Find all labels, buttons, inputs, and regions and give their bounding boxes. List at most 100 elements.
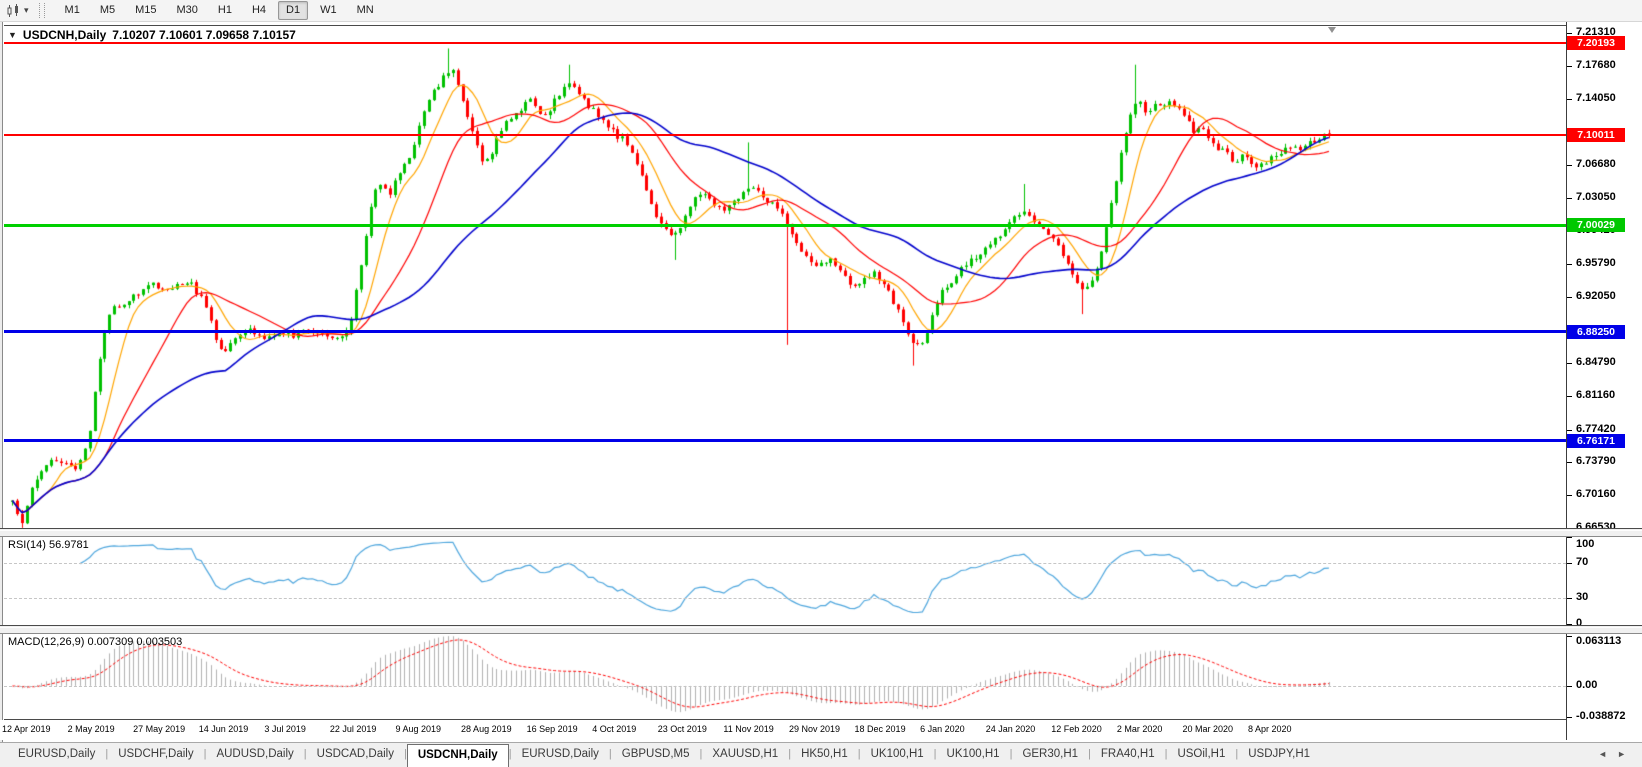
hline-7.10011[interactable] bbox=[4, 134, 1566, 137]
macd-bottom-border bbox=[4, 719, 1642, 720]
tab-usoil-h1[interactable]: USOil,H1 bbox=[1177, 748, 1226, 760]
price-tick bbox=[1567, 429, 1572, 431]
indicator-tick bbox=[1567, 563, 1572, 565]
chart-type-icon[interactable] bbox=[6, 3, 21, 18]
price-tick-label: 6.84790 bbox=[1576, 355, 1616, 368]
indicator-tick bbox=[1567, 537, 1572, 538]
indicator-level-line bbox=[4, 686, 1566, 687]
tab-separator: | bbox=[1009, 748, 1013, 760]
indicator-level-line bbox=[4, 563, 1566, 565]
price-axis[interactable]: 7.213107.176807.140507.066807.030506.994… bbox=[1566, 22, 1642, 740]
timeframe-button-m15[interactable]: M15 bbox=[135, 4, 157, 16]
tab-ger30-h1[interactable]: GER30,H1 bbox=[1022, 748, 1079, 760]
tab-separator: | bbox=[933, 748, 937, 760]
tab-separator: | bbox=[203, 748, 207, 760]
price-tick bbox=[1567, 395, 1572, 397]
date-label: 11 Nov 2019 bbox=[723, 724, 774, 734]
price-tick-label: 6.77420 bbox=[1576, 422, 1616, 435]
price-tick-label: 7.03050 bbox=[1576, 190, 1616, 203]
rsi-indicator-canvas[interactable] bbox=[4, 537, 1566, 625]
date-axis[interactable]: 12 Apr 2019 2 May 2019 27 May 2019 14 Jun 2… bbox=[0, 720, 1566, 740]
toolbar-grip bbox=[38, 3, 45, 18]
main-chart-canvas[interactable] bbox=[4, 26, 1566, 528]
timeframe-button-m1[interactable]: M1 bbox=[64, 4, 80, 16]
chart-type-dropdown-icon[interactable]: ▾ bbox=[24, 5, 29, 15]
timeframe-button-m5[interactable]: M5 bbox=[99, 4, 116, 16]
tab-eurusd-daily[interactable]: EURUSD,Daily bbox=[521, 748, 599, 760]
symbol-dropdown-icon[interactable]: ▼ bbox=[8, 30, 17, 40]
date-label: 14 Jun 2019 bbox=[198, 724, 249, 734]
tab-separator: | bbox=[403, 748, 407, 760]
price-tag: 7.00029 bbox=[1567, 218, 1625, 233]
tab-fra40-h1[interactable]: FRA40,H1 bbox=[1100, 748, 1155, 760]
tab-usdchf-daily[interactable]: USDCHF,Daily bbox=[118, 748, 194, 760]
tab-separator: | bbox=[608, 748, 612, 760]
tab-scroll-right-icon[interactable]: ► bbox=[1617, 749, 1636, 759]
tab-usdjpy-h1[interactable]: USDJPY,H1 bbox=[1248, 748, 1311, 760]
date-label: 4 Oct 2019 bbox=[592, 724, 637, 734]
price-tick bbox=[1567, 33, 1572, 34]
macd-splitter[interactable] bbox=[0, 625, 1642, 634]
date-label: 27 May 2019 bbox=[133, 724, 186, 734]
hline-6.8825[interactable] bbox=[4, 330, 1566, 334]
tab-gbpusd-m5[interactable]: GBPUSD,M5 bbox=[621, 748, 690, 760]
price-tick-label: 7.14050 bbox=[1576, 91, 1616, 104]
tab-usdcad-daily[interactable]: USDCAD,Daily bbox=[316, 748, 394, 760]
tab-audusd-daily[interactable]: AUDUSD,Daily bbox=[216, 748, 294, 760]
timeframe-button-h1[interactable]: H1 bbox=[217, 4, 232, 16]
price-tick-label: 6.73790 bbox=[1576, 455, 1616, 468]
tab-hk50-h1[interactable]: HK50,H1 bbox=[801, 748, 848, 760]
date-label: 18 Dec 2019 bbox=[854, 724, 906, 734]
date-label: 22 Jul 2019 bbox=[329, 724, 377, 734]
chart-tabs: EURUSD,Daily | USDCHF,Daily | AUDUSD,Daily | U… bbox=[8, 743, 1320, 767]
timeframe-button-m30[interactable]: M30 bbox=[176, 4, 198, 16]
timeframe-button-d1[interactable]: D1 bbox=[278, 1, 309, 20]
tab-separator: | bbox=[105, 748, 109, 760]
tab-xauusd-h1[interactable]: XAUUSD,H1 bbox=[712, 748, 779, 760]
indicator-tick-label: 100 bbox=[1576, 538, 1595, 550]
tab-uk100-h1[interactable]: UK100,H1 bbox=[946, 748, 1000, 760]
price-tick-label: 6.81160 bbox=[1576, 388, 1616, 401]
tab-usdcnh-daily[interactable]: USDCNH,Daily bbox=[406, 744, 509, 767]
hline-7.20193[interactable] bbox=[4, 42, 1566, 45]
tab-eurusd-daily[interactable]: EURUSD,Daily bbox=[18, 748, 96, 760]
price-tick bbox=[1567, 165, 1572, 167]
hline-7.00029[interactable] bbox=[4, 223, 1566, 227]
date-label: 29 Nov 2019 bbox=[788, 724, 840, 734]
tab-separator: | bbox=[857, 748, 861, 760]
hline-6.76171[interactable] bbox=[4, 439, 1566, 443]
indicator-level-line bbox=[4, 597, 1566, 599]
chart-shift-marker-icon bbox=[1328, 27, 1336, 33]
price-tick bbox=[1567, 263, 1572, 265]
price-tick bbox=[1567, 98, 1572, 100]
timeframe-button-mn[interactable]: MN bbox=[356, 4, 374, 16]
date-label: 3 Jul 2019 bbox=[264, 724, 306, 734]
tab-separator: | bbox=[303, 748, 307, 760]
indicator-tick-label: 0.00 bbox=[1576, 679, 1598, 691]
tab-uk100-h1[interactable]: UK100,H1 bbox=[870, 748, 924, 760]
tab-scroll-arrows[interactable]: ◄► bbox=[1598, 749, 1636, 759]
indicator-tick-label: 0.063113 bbox=[1576, 635, 1622, 647]
tab-scroll-left-icon[interactable]: ◄ bbox=[1598, 749, 1618, 759]
indicator-tick-label: 70 bbox=[1576, 556, 1589, 569]
date-label: 28 Aug 2019 bbox=[461, 724, 512, 734]
date-label: 24 Jan 2020 bbox=[985, 724, 1036, 734]
indicator-tick-label: 0 bbox=[1576, 617, 1583, 629]
price-tag: 6.76171 bbox=[1567, 433, 1625, 448]
tab-separator: | bbox=[1235, 748, 1239, 760]
indicator-tick bbox=[1567, 636, 1572, 637]
timeframe-button-h4[interactable]: H4 bbox=[251, 4, 267, 16]
price-tick bbox=[1567, 462, 1572, 464]
indicator-tick bbox=[1567, 716, 1572, 718]
tab-separator: | bbox=[788, 748, 792, 760]
macd-indicator-canvas[interactable] bbox=[4, 634, 1566, 719]
date-label: 23 Oct 2019 bbox=[657, 724, 707, 734]
date-label: 16 Sep 2019 bbox=[526, 724, 578, 734]
date-label: 12 Feb 2020 bbox=[1051, 724, 1102, 734]
rsi-splitter[interactable] bbox=[0, 528, 1642, 537]
price-tick bbox=[1567, 362, 1572, 364]
price-tag: 7.10011 bbox=[1567, 128, 1625, 143]
indicator-tick bbox=[1567, 597, 1572, 599]
timeframe-button-w1[interactable]: W1 bbox=[320, 4, 337, 16]
